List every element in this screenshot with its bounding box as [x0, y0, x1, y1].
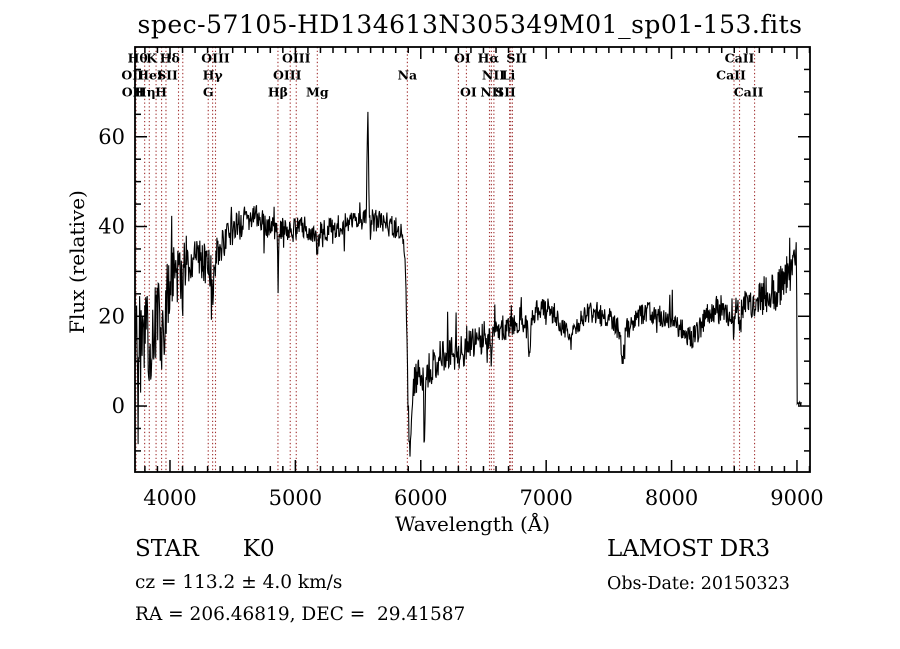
line-label-Hβ: Hβ: [268, 85, 288, 100]
line-label-CaII: CaII: [716, 68, 746, 83]
line-label-Hθ: Hθ: [128, 51, 148, 66]
y-tick-label: 0: [112, 394, 125, 418]
line-label-HeI: HeI: [137, 68, 163, 83]
line-label-OIII: OIII: [273, 68, 302, 83]
x-tick-label: 9000: [770, 486, 823, 510]
classification-line: STAR K0: [135, 536, 275, 562]
line-label-Na: Na: [398, 68, 418, 83]
x-tick-label: 6000: [394, 486, 447, 510]
line-label-CaII: CaII: [725, 51, 755, 66]
line-label-SII: SII: [495, 85, 516, 100]
line-label-CaII: CaII: [734, 85, 764, 100]
y-tick-label: 60: [98, 125, 125, 149]
line-label-K: K: [146, 51, 158, 66]
x-tick-label: 4000: [143, 486, 196, 510]
line-label-SII: SII: [506, 51, 527, 66]
line-label-OI: OI: [454, 51, 471, 66]
line-label-Hα: Hα: [478, 51, 500, 66]
line-label-OIII: OIII: [201, 51, 230, 66]
line-label-G: G: [203, 85, 214, 100]
x-tick-label: 8000: [645, 486, 698, 510]
obs-date: Obs-Date: 20150323: [607, 574, 790, 594]
line-label-Mg: Mg: [306, 85, 329, 100]
y-axis-label: Flux (relative): [65, 190, 89, 334]
axis-frame: [134, 46, 811, 473]
line-label-OIII: OIII: [282, 51, 311, 66]
line-label-Li: Li: [502, 68, 516, 83]
x-tick-label: 7000: [519, 486, 572, 510]
object-class: STAR: [135, 536, 199, 562]
line-label-NII: NII: [482, 68, 505, 83]
cz-value: cz = 113.2 ± 4.0 km/s: [135, 572, 343, 593]
line-label-SII: SII: [157, 68, 178, 83]
line-label-H: H: [155, 85, 167, 100]
line-label-OII: OII: [121, 68, 144, 83]
line-label-Hδ: Hδ: [160, 51, 180, 66]
line-label-OII: OII: [122, 85, 145, 100]
x-tick-labels: 4000 5000 6000 7000 8000 9000: [143, 486, 823, 510]
spectral-line-markers: [135, 47, 756, 472]
line-label-Hγ: Hγ: [203, 68, 224, 83]
line-label-Hη: Hη: [135, 85, 156, 100]
axis-ticks: [135, 47, 811, 472]
ra-dec-value: RA = 206.46819, DEC = 29.41587: [135, 604, 466, 625]
plot-title: spec-57105-HD134613N305349M01_sp01-153.f…: [137, 10, 803, 39]
y-tick-label: 20: [98, 304, 125, 328]
line-label-NII: NII: [480, 85, 503, 100]
survey-name: LAMOST DR3: [607, 536, 771, 562]
spectrum-line: [134, 111, 802, 457]
y-tick-labels: 0 20 40 60: [98, 125, 125, 418]
line-label-OI: OI: [460, 85, 477, 100]
x-axis-label: Wavelength (Å): [394, 512, 551, 536]
x-tick-label: 5000: [269, 486, 322, 510]
y-tick-label: 40: [98, 215, 125, 239]
object-subclass: K0: [242, 536, 275, 562]
